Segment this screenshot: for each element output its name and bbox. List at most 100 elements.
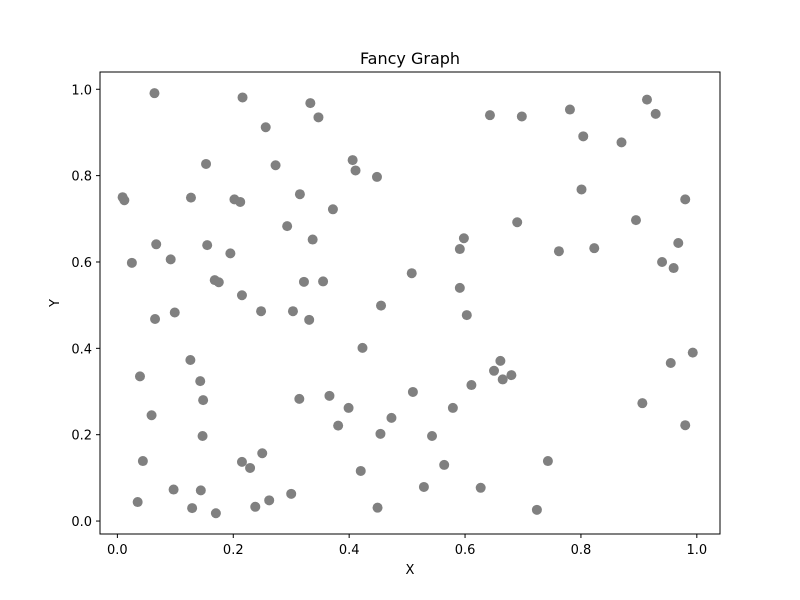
data-point <box>298 276 309 287</box>
data-point <box>327 204 338 215</box>
data-point <box>512 217 523 228</box>
y-tick-label: 0.4 <box>71 342 92 357</box>
data-point <box>294 189 305 200</box>
data-point <box>650 108 661 119</box>
data-point <box>250 501 261 512</box>
data-point <box>406 268 417 279</box>
data-point <box>195 485 206 496</box>
data-point <box>657 256 668 267</box>
data-point <box>418 481 429 492</box>
data-point <box>150 313 161 324</box>
data-point <box>665 358 676 369</box>
data-point <box>355 465 366 476</box>
data-point <box>236 290 247 301</box>
data-point <box>134 371 145 382</box>
data-point <box>287 306 298 317</box>
plot-area <box>99 71 721 535</box>
data-point <box>357 342 368 353</box>
points-layer <box>117 88 698 519</box>
data-point <box>637 398 648 409</box>
data-point <box>458 233 469 244</box>
data-point <box>202 240 213 251</box>
data-point <box>475 482 486 493</box>
x-axis: 0.0 0.2 0.4 0.6 0.8 1.0 <box>107 534 707 558</box>
y-tick-label: 1.0 <box>71 83 92 98</box>
data-point <box>256 306 267 317</box>
data-point <box>237 92 248 103</box>
y-tick-label: 0.0 <box>71 515 92 530</box>
data-point <box>343 402 354 413</box>
data-point <box>198 395 209 406</box>
data-point <box>264 495 275 506</box>
data-point <box>347 155 358 166</box>
data-point <box>257 448 268 459</box>
data-point <box>680 194 691 205</box>
data-point <box>461 310 472 321</box>
data-point <box>282 221 293 232</box>
data-point <box>506 370 517 381</box>
data-point <box>213 277 224 288</box>
data-point <box>447 402 458 413</box>
data-point <box>151 239 162 250</box>
data-point <box>687 347 698 358</box>
data-point <box>484 110 495 121</box>
data-point <box>564 104 575 115</box>
x-tick-label: 0.4 <box>339 543 360 558</box>
data-point <box>439 459 450 470</box>
data-point <box>286 488 297 499</box>
data-point <box>210 508 221 519</box>
data-point <box>673 237 684 248</box>
data-point <box>333 420 344 431</box>
data-point <box>616 137 627 148</box>
data-point <box>260 122 271 133</box>
data-point <box>454 282 465 293</box>
data-point <box>531 504 542 515</box>
x-tick-label: 0.6 <box>455 543 476 558</box>
x-axis-label: X <box>406 563 415 578</box>
data-point <box>235 196 246 207</box>
data-point <box>576 184 587 195</box>
data-point <box>495 355 506 366</box>
data-point <box>270 160 281 171</box>
data-point <box>126 257 137 268</box>
data-point <box>542 456 553 467</box>
y-axis-label: Y <box>48 299 63 308</box>
data-point <box>197 430 208 441</box>
data-point <box>313 112 324 123</box>
chart-title: Fancy Graph <box>360 49 460 68</box>
data-point <box>578 131 589 142</box>
data-point <box>375 428 386 439</box>
data-point <box>630 215 641 226</box>
data-point <box>149 88 160 99</box>
data-point <box>553 246 564 257</box>
data-point <box>185 354 196 365</box>
data-point <box>454 244 465 255</box>
data-point <box>350 165 361 176</box>
data-point <box>225 248 236 259</box>
data-point <box>305 98 316 109</box>
y-tick-label: 0.6 <box>71 256 92 271</box>
data-point <box>132 497 143 508</box>
data-point <box>427 430 438 441</box>
data-point <box>195 376 206 387</box>
data-point <box>187 503 198 514</box>
data-point <box>324 390 335 401</box>
data-point <box>245 462 256 473</box>
data-point <box>119 195 130 206</box>
data-point <box>407 386 418 397</box>
y-tick-label: 0.8 <box>71 170 92 185</box>
data-point <box>185 192 196 203</box>
x-tick-label: 0.0 <box>107 543 128 558</box>
data-point <box>201 158 212 169</box>
data-point <box>589 243 600 254</box>
data-point <box>294 393 305 404</box>
data-point <box>386 412 397 423</box>
data-point <box>146 410 157 421</box>
data-point <box>376 300 387 311</box>
x-tick-label: 0.2 <box>223 543 244 558</box>
data-point <box>668 263 679 274</box>
data-point <box>641 94 652 105</box>
data-point <box>372 502 383 513</box>
data-point <box>516 111 527 122</box>
